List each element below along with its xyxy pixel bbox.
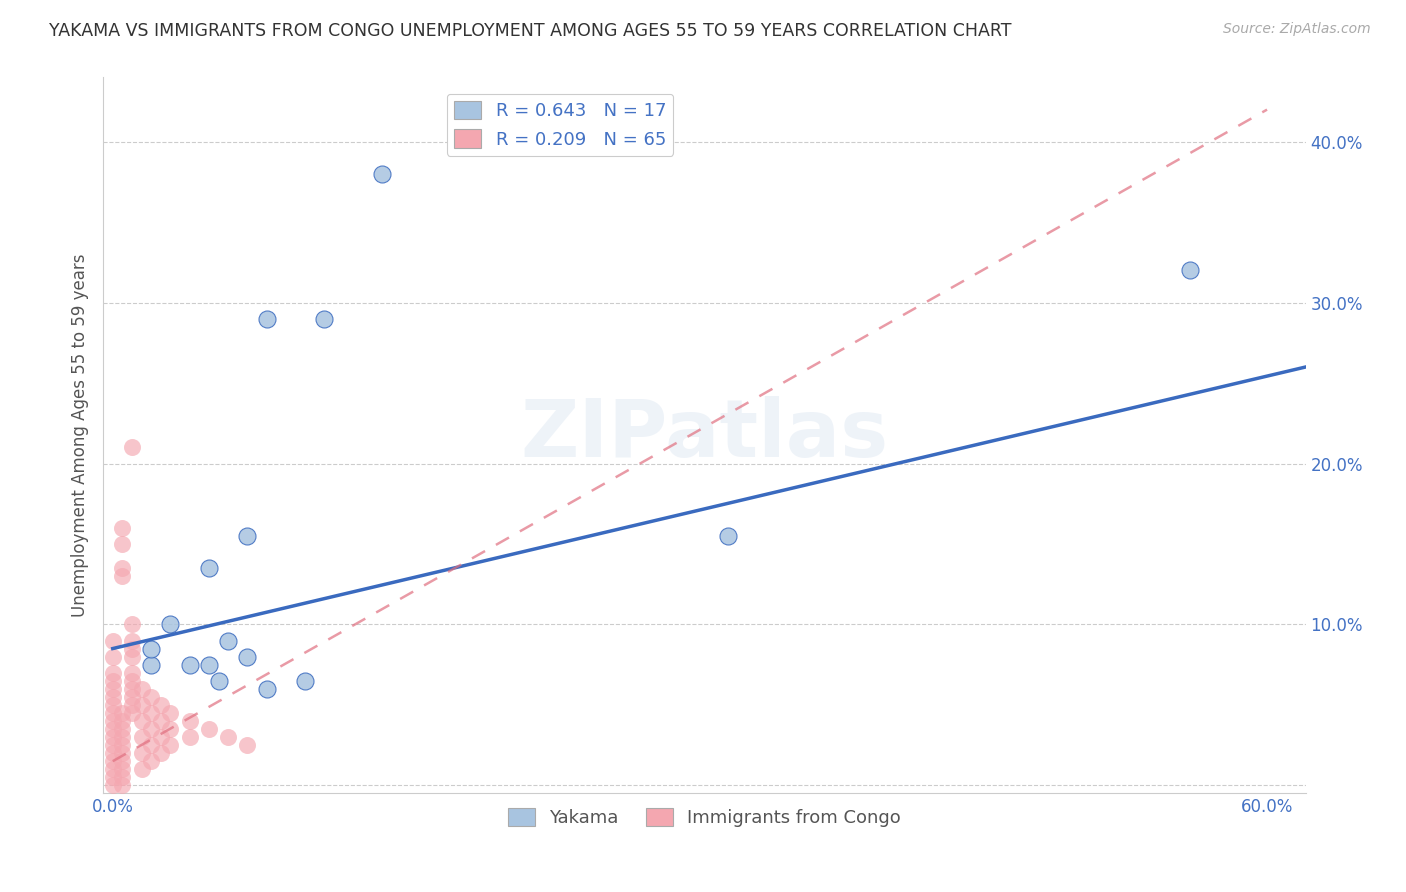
Y-axis label: Unemployment Among Ages 55 to 59 years: Unemployment Among Ages 55 to 59 years <box>72 253 89 617</box>
Point <box>217 730 239 744</box>
Point <box>149 698 172 712</box>
Point <box>101 754 124 768</box>
Point <box>101 673 124 688</box>
Point <box>121 690 143 704</box>
Point <box>149 714 172 728</box>
Point <box>236 529 259 543</box>
Point <box>149 730 172 744</box>
Point <box>111 706 134 720</box>
Point <box>101 706 124 720</box>
Point <box>111 762 134 776</box>
Point <box>121 706 143 720</box>
Point <box>101 738 124 752</box>
Point <box>207 673 229 688</box>
Point <box>141 722 163 736</box>
Point <box>141 641 163 656</box>
Point <box>111 738 134 752</box>
Legend: Yakama, Immigrants from Congo: Yakama, Immigrants from Congo <box>501 801 908 834</box>
Point <box>159 722 181 736</box>
Point <box>131 762 153 776</box>
Point <box>131 714 153 728</box>
Point <box>217 633 239 648</box>
Point <box>141 738 163 752</box>
Point <box>131 730 153 744</box>
Point <box>131 681 153 696</box>
Point <box>101 770 124 784</box>
Point <box>236 649 259 664</box>
Point <box>111 754 134 768</box>
Point <box>101 633 124 648</box>
Point <box>294 673 316 688</box>
Point <box>121 641 143 656</box>
Point <box>111 714 134 728</box>
Point <box>1178 263 1201 277</box>
Point <box>101 714 124 728</box>
Point <box>121 441 143 455</box>
Point <box>101 778 124 792</box>
Point <box>101 730 124 744</box>
Point <box>101 698 124 712</box>
Point <box>159 617 181 632</box>
Point <box>371 167 394 181</box>
Point <box>131 746 153 760</box>
Point <box>131 698 153 712</box>
Point <box>121 617 143 632</box>
Point <box>717 529 740 543</box>
Point <box>111 722 134 736</box>
Point <box>141 706 163 720</box>
Text: Source: ZipAtlas.com: Source: ZipAtlas.com <box>1223 22 1371 37</box>
Point <box>256 311 278 326</box>
Point <box>101 665 124 680</box>
Point <box>111 746 134 760</box>
Point <box>111 561 134 575</box>
Point <box>121 698 143 712</box>
Point <box>159 738 181 752</box>
Point <box>179 714 201 728</box>
Point <box>179 730 201 744</box>
Point <box>198 561 221 575</box>
Point <box>198 657 221 672</box>
Point <box>101 690 124 704</box>
Point <box>101 762 124 776</box>
Text: ZIPatlas: ZIPatlas <box>520 396 889 475</box>
Point <box>121 649 143 664</box>
Point <box>101 722 124 736</box>
Point <box>256 681 278 696</box>
Text: YAKAMA VS IMMIGRANTS FROM CONGO UNEMPLOYMENT AMONG AGES 55 TO 59 YEARS CORRELATI: YAKAMA VS IMMIGRANTS FROM CONGO UNEMPLOY… <box>49 22 1012 40</box>
Point <box>236 738 259 752</box>
Point <box>111 569 134 583</box>
Point <box>121 673 143 688</box>
Point <box>111 521 134 535</box>
Point <box>141 690 163 704</box>
Point <box>198 722 221 736</box>
Point <box>149 746 172 760</box>
Point <box>314 311 336 326</box>
Point <box>111 770 134 784</box>
Point <box>111 778 134 792</box>
Point <box>111 730 134 744</box>
Point <box>101 746 124 760</box>
Point <box>121 681 143 696</box>
Point <box>179 657 201 672</box>
Point <box>141 754 163 768</box>
Point <box>101 649 124 664</box>
Point <box>141 657 163 672</box>
Point <box>101 681 124 696</box>
Point <box>121 633 143 648</box>
Point <box>111 537 134 551</box>
Point <box>159 706 181 720</box>
Point <box>121 665 143 680</box>
